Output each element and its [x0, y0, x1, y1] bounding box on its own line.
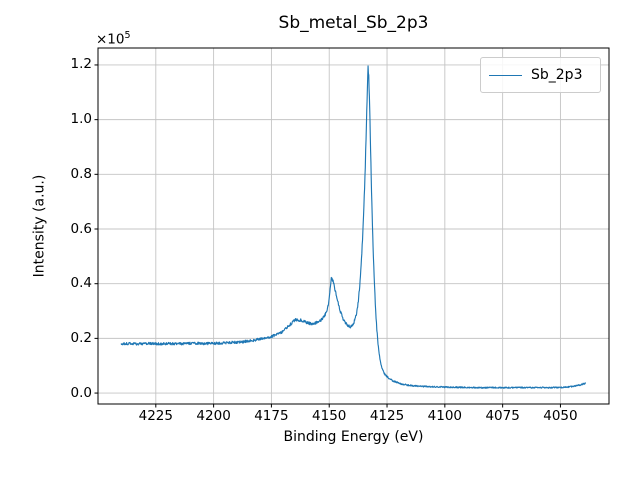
axes-spines [97, 47, 610, 405]
x-tick-label: 4175 [254, 408, 289, 424]
y-tick-label: 1.2 [70, 56, 92, 73]
offset-base: ×10 [96, 31, 125, 48]
x-tick-label: 4200 [196, 408, 231, 424]
y-tick-label: 0.2 [70, 329, 92, 346]
legend-label: Sb_2p3 [531, 66, 583, 83]
y-tick-label: 0.0 [70, 384, 92, 401]
x-tick-label: 4050 [543, 408, 578, 424]
y-tick-label: 0.8 [70, 165, 92, 182]
chart-title: Sb_metal_Sb_2p3 [278, 13, 429, 33]
x-tick-label: 4125 [369, 408, 405, 424]
x-tick-label: 4150 [312, 408, 347, 424]
offset-exponent: 5 [124, 30, 131, 41]
y-axis-offset-text: ×105 [96, 28, 131, 48]
x-tick-label: 4225 [138, 408, 173, 424]
spectrum-line-Sb_2p3 [120, 65, 587, 389]
y-tick-label: 1.0 [70, 111, 92, 128]
y-tick-label: 0.6 [70, 220, 92, 237]
x-axis-label: Binding Energy (eV) [283, 429, 424, 445]
x-tick-label: 4100 [427, 408, 462, 424]
y-tick-label: 0.4 [70, 275, 92, 292]
x-tick-label: 4075 [485, 408, 520, 424]
legend-line-sample [489, 74, 522, 76]
legend: Sb_2p3 [480, 57, 601, 93]
